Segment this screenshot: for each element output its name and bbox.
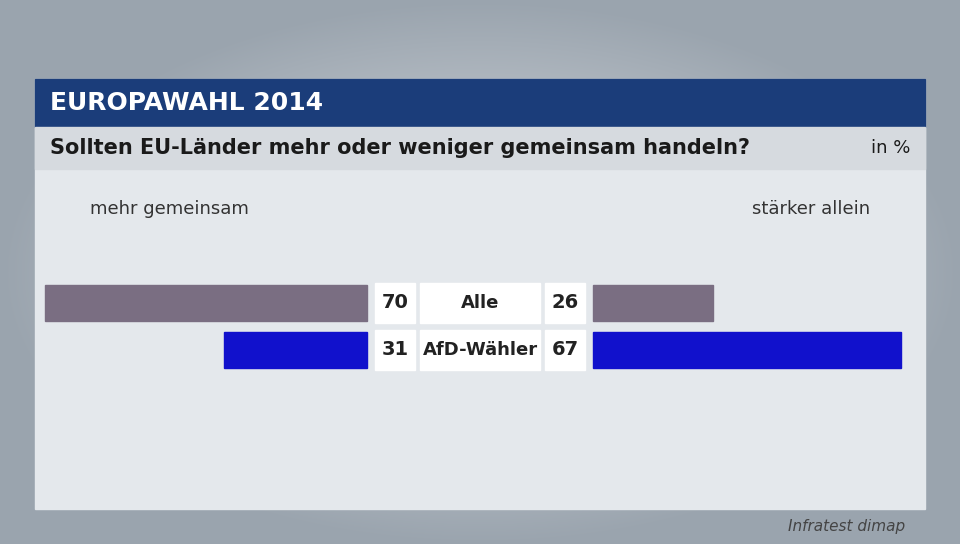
Text: Sollten EU-Länder mehr oder weniger gemeinsam handeln?: Sollten EU-Länder mehr oder weniger geme… (50, 138, 750, 158)
Bar (45, 285, 367, 320)
Bar (375, 282, 415, 323)
Bar (420, 330, 540, 370)
Text: mehr gemeinsam: mehr gemeinsam (90, 200, 249, 218)
Text: EUROPAWAHL 2014: EUROPAWAHL 2014 (50, 91, 324, 115)
Text: 67: 67 (551, 341, 579, 360)
Bar (593, 285, 712, 320)
Bar (593, 332, 901, 368)
Text: Infratest dimap: Infratest dimap (788, 518, 905, 534)
Bar (375, 330, 415, 370)
Bar (35, 127, 925, 169)
Text: 70: 70 (381, 293, 408, 312)
Bar (35, 79, 925, 127)
Bar (420, 282, 540, 323)
Bar (545, 330, 585, 370)
Bar (35, 79, 925, 509)
Bar (225, 332, 367, 368)
Text: AfD-Wähler: AfD-Wähler (422, 341, 538, 359)
Text: Alle: Alle (461, 294, 499, 312)
Text: stärker allein: stärker allein (752, 200, 870, 218)
Text: 31: 31 (381, 341, 409, 360)
Text: in %: in % (871, 139, 910, 157)
Text: 26: 26 (551, 293, 579, 312)
Bar (545, 282, 585, 323)
